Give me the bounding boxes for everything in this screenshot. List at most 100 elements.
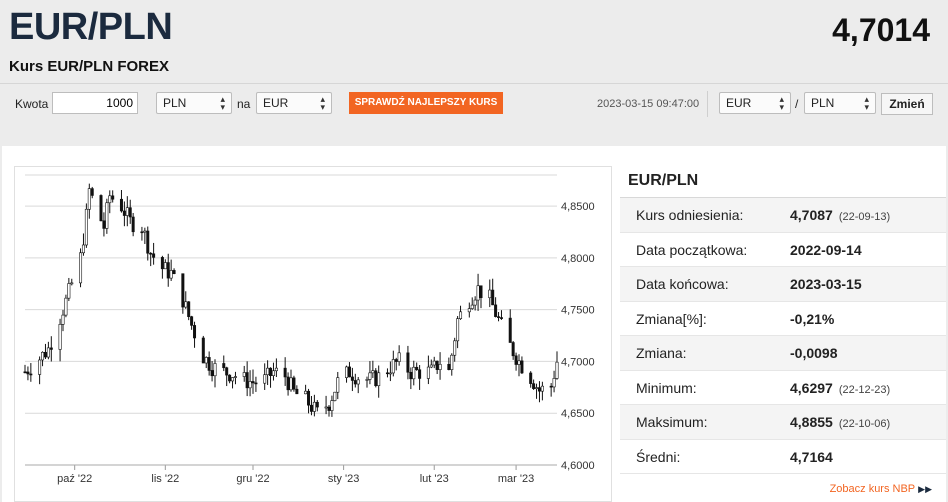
candle-body: [49, 347, 53, 350]
candle-body: [450, 354, 454, 370]
candle-body: [292, 377, 296, 390]
candle-body: [520, 360, 524, 374]
amount-input[interactable]: [52, 92, 138, 114]
stat-value: 4,7164: [790, 449, 833, 465]
pair-slash: /: [795, 97, 799, 111]
candle-body: [555, 361, 559, 379]
candle-body: [540, 385, 544, 392]
change-pair-button[interactable]: Zmień: [881, 93, 933, 115]
candle-body: [535, 387, 539, 389]
candle-body: [245, 372, 249, 389]
candle-body: [356, 379, 360, 385]
candle-body: [499, 317, 503, 319]
currency-converter: Kwota PLN ▴▾ na EUR ▴▾ SPRAWDŹ NAJLEPSZY…: [0, 88, 948, 120]
candle-body: [108, 195, 112, 204]
stats-row: Maksimum: 4,8855 (22-10-06): [620, 405, 946, 440]
stat-value: 2023-03-15: [790, 276, 862, 292]
candle-body: [233, 376, 237, 378]
quote-timestamp: 2023-03-15 09:47:00: [597, 98, 700, 110]
candle-body: [324, 406, 328, 409]
candle-body: [435, 360, 439, 370]
candle-body: [409, 371, 413, 380]
stat-value: 4,6297 (22-12-23): [790, 380, 890, 396]
from-currency-value: PLN: [163, 96, 187, 110]
stat-label: Data końcowa:: [636, 276, 729, 292]
candle-body: [295, 388, 299, 395]
y-tick-label: 4,8000: [561, 253, 595, 265]
stat-value-number: 4,7164: [790, 448, 833, 465]
candle-body: [304, 390, 308, 395]
stat-label: Zmiana:: [636, 345, 687, 361]
candle-body: [70, 282, 74, 285]
candle-body: [225, 367, 229, 376]
stat-value-number: -0,0098: [790, 345, 838, 361]
candle-body: [90, 188, 94, 196]
candle-body: [479, 285, 483, 299]
candle-body: [269, 367, 273, 376]
stats-row: Data początkowa: 2022-09-14: [620, 233, 946, 267]
candle-body: [152, 253, 156, 258]
y-tick-label: 4,6500: [561, 408, 595, 420]
candle-body: [418, 369, 422, 379]
stat-date: (22-12-23): [838, 383, 891, 396]
stat-label: Maksimum:: [636, 414, 708, 430]
candle-body: [105, 202, 109, 229]
candle-body: [345, 366, 349, 378]
stat-value-number: 2022-09-14: [790, 241, 862, 258]
candle-body: [453, 340, 457, 356]
page-subtitle: Kurs EUR/PLN FOREX: [9, 58, 170, 75]
nbp-rate-link[interactable]: Zobacz kurs NBP ▶▶: [830, 483, 932, 495]
candle-body: [283, 367, 287, 378]
candle-body: [353, 380, 357, 385]
candle-body: [140, 231, 144, 234]
stats-row: Średni: 4,7164: [620, 440, 946, 474]
stat-value: 4,7087 (22-09-13): [790, 207, 890, 223]
price-chart: 4,8500 4,8000 4,7500 4,7000 4,6500 4,6000 paź …: [14, 166, 612, 502]
candle-body: [29, 373, 33, 376]
candle-body: [333, 391, 337, 401]
x-tick-label: mar '23: [498, 473, 534, 485]
candle-body: [131, 216, 135, 233]
stat-value: 2022-09-14: [790, 242, 862, 258]
stat-value: 4,8855 (22-10-06): [790, 414, 890, 430]
candle-body: [84, 208, 88, 246]
candle-body: [128, 207, 132, 218]
stat-label: Data początkowa:: [636, 241, 748, 258]
candle-body: [43, 351, 47, 358]
candle-body: [511, 342, 515, 357]
candle-body: [204, 357, 208, 364]
quote-currency-select[interactable]: PLN ▴ ▾: [804, 92, 876, 114]
candle-body: [172, 270, 176, 275]
candle-body: [201, 337, 205, 364]
x-tick-label: lis '22: [151, 473, 179, 485]
candle-body: [456, 318, 460, 342]
candle-body: [429, 364, 433, 368]
candle-body: [271, 370, 275, 376]
content-panel: 4,8500 4,8000 4,7500 4,7000 4,6500 4,6000 paź …: [2, 146, 946, 502]
to-currency-select[interactable]: EUR ▴ ▾: [256, 92, 332, 114]
candle-body: [347, 366, 351, 378]
candle-body: [210, 370, 214, 377]
candle-body: [377, 372, 381, 387]
stats-panel: EUR/PLN Kurs odniesienia: 4,7087 (22-09-13…: [620, 166, 946, 474]
y-tick-label: 4,7500: [561, 305, 595, 317]
y-tick-label: 4,7000: [561, 356, 595, 368]
candle-body: [166, 262, 170, 279]
candle-body: [415, 366, 419, 371]
stats-row: Data końcowa: 2023-03-15: [620, 267, 946, 302]
candle-body: [146, 230, 150, 254]
from-currency-select[interactable]: PLN ▴ ▾: [156, 92, 232, 114]
base-currency-select[interactable]: EUR ▴ ▾: [719, 92, 791, 114]
candle-body: [412, 366, 416, 380]
candle-body: [473, 299, 477, 306]
candle-body: [23, 371, 27, 374]
na-label: na: [237, 97, 251, 111]
candle-body: [79, 252, 83, 284]
best-rate-button[interactable]: SPRAWDŹ NAJLEPSZY KURS: [349, 92, 503, 114]
candle-body: [391, 359, 395, 374]
stats-row: Zmiana: -0,0098: [620, 336, 946, 371]
candle-body: [254, 382, 258, 385]
candle-body: [193, 325, 197, 339]
candle-body: [263, 374, 267, 384]
stat-value-number: 2023-03-15: [790, 276, 862, 292]
